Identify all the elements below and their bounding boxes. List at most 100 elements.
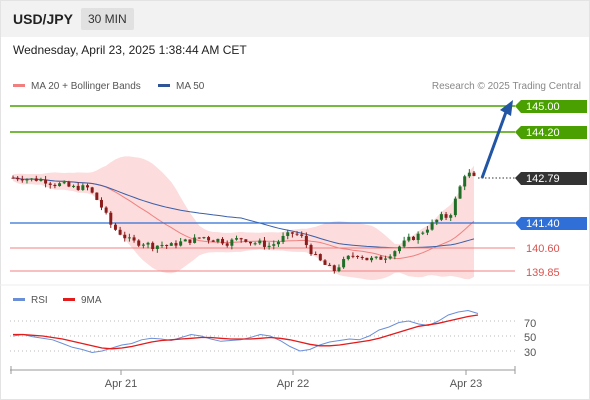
candle-body [95, 192, 99, 200]
tag-r2-label: 145.00 [526, 101, 560, 113]
candle-body [109, 212, 113, 225]
candle-body [346, 255, 350, 260]
candle-body [34, 178, 38, 181]
candle-body [230, 239, 234, 246]
candle-body [155, 245, 159, 249]
x-label-apr21: Apr 21 [105, 378, 137, 390]
tag-pivot-bg [515, 217, 587, 230]
candle-body [439, 214, 443, 220]
candle-body [393, 251, 397, 257]
candle-body [16, 177, 20, 180]
candle-body [193, 237, 197, 243]
credit-text: Research © 2025 Trading Central [431, 81, 581, 92]
candle-body [253, 243, 257, 245]
candle-body [295, 233, 299, 235]
candle-body [444, 214, 448, 218]
candle-body [272, 244, 276, 246]
candle-body [239, 238, 243, 240]
tag-s1-label: 140.60 [526, 243, 560, 255]
candle-body [472, 172, 476, 176]
legend-swatch-bollinger [13, 83, 25, 87]
candle-body [113, 224, 117, 230]
candle-body [435, 219, 439, 223]
candles-group [11, 169, 476, 274]
x-label-apr23: Apr 23 [450, 378, 482, 390]
candle-body [76, 185, 80, 190]
candle-body [72, 185, 76, 187]
legend-rsi: RSI [13, 295, 48, 306]
candle-body [216, 238, 220, 242]
legend-9ma: 9MA [63, 295, 102, 306]
candle-body [90, 187, 94, 193]
candle-body [127, 237, 131, 239]
candle-body [169, 243, 173, 246]
candle-body [370, 257, 374, 261]
tag-r1-bg [515, 126, 587, 139]
candle-body [221, 238, 225, 244]
tag-s2-label: 139.85 [526, 267, 560, 279]
legend-ma50: MA 50 [158, 81, 204, 92]
candle-body [356, 255, 360, 257]
candle-body [290, 232, 294, 234]
candle-body [318, 254, 322, 261]
candle-body [425, 229, 429, 233]
candle-body [337, 267, 341, 272]
rsi-tick-50: 50 [524, 332, 536, 344]
candle-body [467, 172, 471, 177]
legend-label-rsi: RSI [31, 295, 48, 306]
candle-body [132, 237, 136, 241]
tag-pivot-label: 141.40 [526, 218, 560, 230]
candle-body [183, 239, 187, 242]
candle-body [309, 245, 313, 255]
candle-body [39, 179, 43, 181]
candle-body [463, 176, 467, 187]
candle-body [48, 183, 52, 185]
candle-body [123, 234, 127, 239]
forecast-arrow-head [500, 100, 513, 116]
candle-body [300, 234, 304, 236]
candle-body [421, 232, 425, 234]
candle-body [365, 257, 369, 261]
rsi-9ma-line [13, 314, 479, 350]
x-label-apr22: Apr 22 [277, 378, 309, 390]
candle-body [86, 185, 90, 188]
candle-body [449, 215, 453, 218]
symbol-title: USD/JPY [13, 11, 73, 27]
candle-body [453, 198, 457, 216]
candle-body [146, 242, 150, 245]
tag-current-label: 142.79 [526, 173, 560, 185]
candle-body [407, 236, 411, 241]
candle-body [267, 245, 271, 247]
candle-body [244, 239, 248, 242]
candle-body [211, 240, 215, 242]
candle-body [81, 185, 85, 190]
candle-body [137, 240, 141, 246]
candle-body [430, 222, 434, 230]
candle-body [202, 237, 206, 239]
rsi-tick-70: 70 [524, 318, 536, 330]
candle-body [174, 243, 178, 246]
candle-body [411, 236, 415, 240]
forecast-arrow-line [480, 111, 508, 179]
candle-body [141, 244, 145, 246]
timeframe-button[interactable]: 30 MIN [81, 8, 134, 30]
candle-body [53, 184, 57, 187]
candle-body [286, 232, 290, 236]
candle-body [258, 240, 262, 244]
header-bar: USD/JPY 30 MIN [1, 1, 589, 37]
candle-body [281, 235, 285, 242]
candle-body [388, 256, 392, 259]
candle-body [104, 207, 108, 213]
candle-body [248, 241, 252, 244]
candle-body [225, 243, 229, 246]
legend-swatch-rsi [13, 297, 25, 301]
candle-body [314, 254, 318, 256]
candle-body [360, 256, 364, 258]
tag-r2-bg [515, 100, 587, 113]
timestamp: Wednesday, April 23, 2025 1:38:44 AM CET [13, 43, 247, 57]
candle-body [304, 235, 308, 246]
candle-body [118, 229, 122, 235]
candle-body [397, 246, 401, 252]
legend-label-bollinger: MA 20 + Bollinger Bands [31, 81, 141, 92]
